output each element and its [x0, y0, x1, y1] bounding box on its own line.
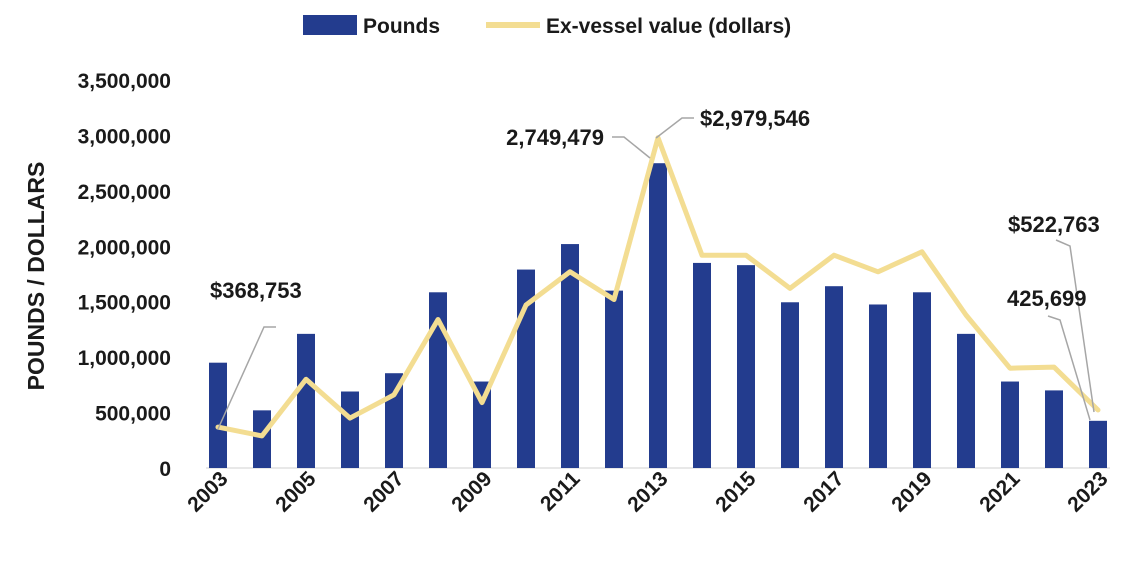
x-tick-label: 2011	[536, 467, 585, 516]
x-tick-label: 2013	[623, 467, 672, 516]
x-tick-label: 2019	[887, 467, 936, 516]
bar-pounds-2014	[693, 262, 711, 468]
y-axis-title: POUNDS / DOLLARS	[23, 162, 49, 391]
data-label-2023-value: $522,763	[1008, 212, 1100, 237]
y-tick-label: 1,000,000	[78, 347, 171, 370]
bar-pounds-2017	[825, 286, 843, 468]
bar-pounds-2008	[429, 292, 447, 468]
x-tick-label: 2005	[271, 467, 321, 517]
y-tick-label: 1,500,000	[78, 292, 171, 315]
ex-vessel-value-line	[215, 135, 1101, 439]
y-tick-label: 3,000,000	[78, 125, 171, 148]
y-tick-label: 3,500,000	[78, 70, 171, 93]
y-tick-label: 500,000	[95, 403, 171, 426]
legend-label-ex-vessel-value: Ex-vessel value (dollars)	[546, 15, 791, 38]
leader-line-522763	[1055, 239, 1095, 413]
x-axis-ticks: 2003 2005 2007 2009 2011 2013 2015 2017 2019 2021…	[183, 467, 1112, 517]
bar-pounds-2006	[341, 391, 359, 468]
x-tick-label: 2021	[975, 467, 1025, 517]
legend-swatch-pounds	[303, 15, 357, 35]
data-label-2013-pounds: 2,749,479	[506, 125, 604, 150]
x-tick-label: 2015	[711, 467, 761, 517]
legend: Pounds Ex-vessel value (dollars)	[303, 15, 791, 38]
bar-pounds-2022	[1045, 390, 1063, 468]
bar-pounds-2004	[253, 410, 271, 468]
pounds-bars	[209, 163, 1107, 468]
data-labels: $368,753 2,749,479 $2,979,546 $522,763 4…	[210, 106, 1100, 311]
y-tick-label: 0	[159, 458, 171, 481]
bar-pounds-2023	[1089, 420, 1107, 468]
data-label-2013-value: $2,979,546	[700, 106, 810, 131]
bar-pounds-2013	[649, 163, 667, 468]
x-tick-label: 2009	[447, 467, 496, 516]
bar-pounds-2011	[561, 244, 579, 468]
bar-pounds-2009	[473, 381, 491, 468]
leader-line-425699	[1047, 315, 1091, 421]
legend-label-pounds: Pounds	[363, 15, 440, 38]
bar-pounds-2021	[1001, 381, 1019, 468]
bar-pounds-2005	[297, 333, 315, 468]
y-tick-label: 2,000,000	[78, 236, 171, 259]
bar-pounds-2019	[913, 292, 931, 468]
bar-pounds-2016	[781, 302, 799, 468]
x-tick-label: 2007	[359, 467, 408, 516]
leader-line-2979546	[655, 117, 694, 139]
bar-pounds-2018	[869, 304, 887, 468]
y-tick-label: 2,500,000	[78, 181, 171, 204]
leader-line-368753	[217, 326, 276, 430]
bar-pounds-2015	[737, 265, 755, 468]
leader-line-2749479	[612, 136, 651, 159]
x-tick-label: 2023	[1063, 467, 1112, 516]
bar-pounds-2012	[605, 290, 623, 468]
y-axis-ticks: 0 500,000 1,000,000 1,500,000 2,000,000 2,500…	[78, 70, 171, 481]
bar-pounds-2020	[957, 333, 975, 468]
x-tick-label: 2017	[799, 467, 848, 516]
data-label-2003-value: $368,753	[210, 278, 302, 303]
annotation-leader-lines	[217, 117, 1095, 430]
x-tick-label: 2003	[183, 467, 232, 516]
data-label-2023-pounds: 425,699	[1007, 286, 1087, 311]
bar-pounds-2003	[209, 362, 227, 468]
